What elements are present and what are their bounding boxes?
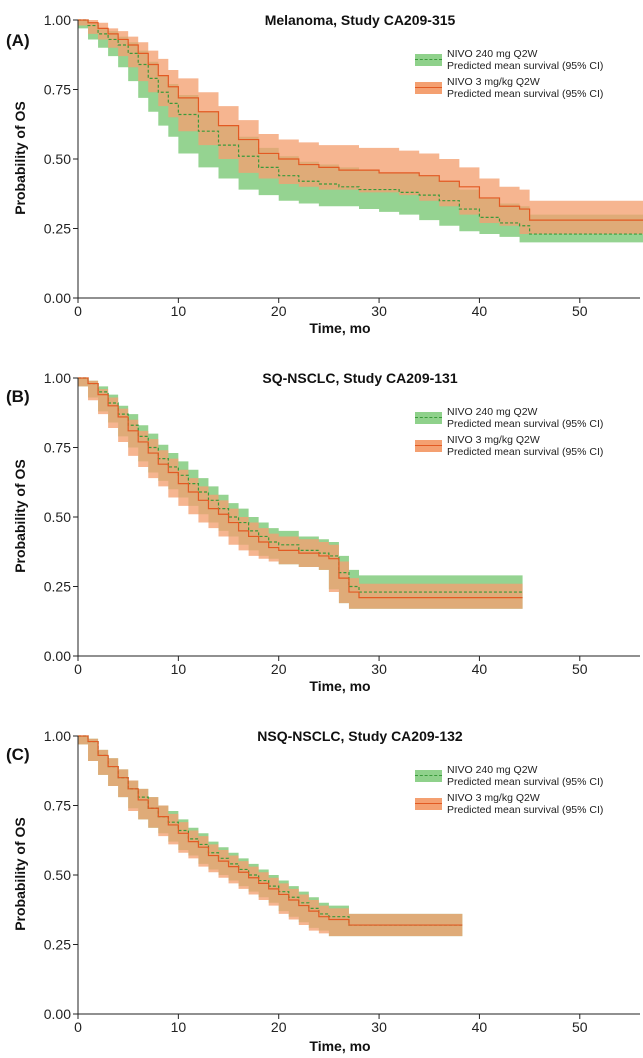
panel-c-x-tick-label: 50	[572, 1019, 588, 1035]
panel-c-x-tick-label: 20	[271, 1019, 287, 1035]
panel-a-survival-line-240mg	[78, 19, 643, 235]
panel-c-x-tick-label: 30	[371, 1019, 387, 1035]
panel-a-label: (A)	[6, 31, 30, 50]
panel-a-legend-ci-240mg: Predicted mean survival (95% CI)	[447, 60, 604, 72]
panel-b-legend-ci-3mgkg: Predicted mean survival (95% CI)	[447, 446, 604, 458]
panel-c-y-tick-label: 0.75	[44, 798, 71, 814]
panel-c-legend-name-3mgkg: NIVO 3 mg/kg Q2W	[447, 792, 540, 804]
panel-b-y-tick-label: 0.75	[44, 440, 71, 456]
panel-a-x-tick-label: 50	[572, 303, 588, 319]
panel-b-plot: 0 10 20 30 40 50 0.00 0.25 0.50 0.75 1.00	[44, 370, 640, 677]
panel-c: 0 10 20 30 40 50 0.00 0.25 0.50 0.75 1.00 (C) NSQ-…	[0, 716, 643, 1056]
panel-c-legend-entry-240mg: NIVO 240 mg Q2W Predicted mean survival …	[413, 764, 643, 788]
panel-b-title: SQ-NSCLC, Study CA209-131	[262, 370, 458, 386]
panel-a-plot: 0 10 20 30 40 50 0.00 0.25 0.50 0.75 1.00	[44, 12, 643, 319]
panel-c-x-axis-label: Time, mo	[309, 1038, 371, 1054]
panel-a-legend-entry-3mgkg: NIVO 3 mg/kg Q2W Predicted mean survival…	[413, 76, 643, 100]
panel-b-x-axis-label: Time, mo	[309, 678, 371, 694]
panel-c-legend-ci-240mg: Predicted mean survival (95% CI)	[447, 776, 604, 788]
panel-c-legend-entry-3mgkg: NIVO 3 mg/kg Q2W Predicted mean survival…	[413, 792, 643, 816]
panel-c-x-tick-label: 40	[472, 1019, 488, 1035]
panel-a-y-tick-label: 0.25	[44, 221, 71, 237]
panel-b-legend: NIVO 240 mg Q2W Predicted mean survival …	[413, 406, 643, 462]
panel-b-y-tick-label: 1.00	[44, 370, 71, 386]
panel-b-survival-line-240mg	[78, 377, 523, 593]
panel-a-x-tick-label: 40	[472, 303, 488, 319]
panel-c-ci-band-3mgkg	[78, 736, 463, 937]
panel-a-x-tick-label: 30	[371, 303, 387, 319]
panel-a-x-tick-label: 20	[271, 303, 287, 319]
panel-a-y-tick-label: 1.00	[44, 12, 71, 28]
panel-b-y-axis-label: Probability of OS	[12, 459, 28, 573]
panel-a-ci-band-3mgkg	[78, 20, 643, 235]
panel-b-y-tick-label: 0.00	[44, 648, 71, 664]
panel-b: 0 10 20 30 40 50 0.00 0.25 0.50 0.75 1.00 (B) SQ-N…	[0, 358, 643, 698]
panel-b-x-tick-label: 40	[472, 661, 488, 677]
panel-b-legend-entry-3mgkg: NIVO 3 mg/kg Q2W Predicted mean survival…	[413, 434, 643, 458]
panel-c-y-tick-label: 0.50	[44, 867, 71, 883]
panel-a-legend-name-3mgkg: NIVO 3 mg/kg Q2W	[447, 76, 540, 88]
panel-a-legend-entry-240mg: NIVO 240 mg Q2W Predicted mean survival …	[413, 48, 643, 72]
panel-a-legend-name-240mg: NIVO 240 mg Q2W	[447, 48, 538, 60]
panel-c-y-tick-label: 0.25	[44, 937, 71, 953]
panel-b-x-tick-label: 0	[74, 661, 82, 677]
panel-b-legend-entry-240mg: NIVO 240 mg Q2W Predicted mean survival …	[413, 406, 643, 430]
panel-b-legend-swatch-240mg	[415, 412, 442, 424]
panel-c-legend-ci-3mgkg: Predicted mean survival (95% CI)	[447, 804, 604, 816]
panel-c-legend-swatch-3mgkg	[415, 798, 442, 810]
panel-b-legend-swatch-3mgkg	[415, 440, 442, 452]
panel-b-x-tick-label: 30	[371, 661, 387, 677]
panel-a-x-axis-label: Time, mo	[309, 320, 371, 336]
panel-b-x-tick-label: 50	[572, 661, 588, 677]
panel-c-x-tick-label: 0	[74, 1019, 82, 1035]
panel-a-title: Melanoma, Study CA209-315	[264, 12, 456, 28]
panel-b-y-tick-label: 0.25	[44, 579, 71, 595]
panel-b-legend-name-3mgkg: NIVO 3 mg/kg Q2W	[447, 434, 540, 446]
panel-c-x-tick-label: 10	[171, 1019, 187, 1035]
panel-b-ci-band-3mgkg	[78, 378, 523, 609]
panel-c-survival-line-3mgkg	[78, 735, 463, 926]
panel-b-label: (B)	[6, 387, 30, 406]
panel-b-y-tick-label: 0.50	[44, 509, 71, 525]
panel-c-title: NSQ-NSCLC, Study CA209-132	[257, 728, 463, 744]
panel-c-y-axis-label: Probability of OS	[12, 817, 28, 931]
panel-c-plot: 0 10 20 30 40 50 0.00 0.25 0.50 0.75 1.00	[44, 728, 640, 1035]
panel-c-y-tick-label: 0.00	[44, 1006, 71, 1022]
panel-c-legend: NIVO 240 mg Q2W Predicted mean survival …	[413, 764, 643, 820]
panel-a-y-tick-label: 0.50	[44, 151, 71, 167]
panel-b-legend-ci-240mg: Predicted mean survival (95% CI)	[447, 418, 604, 430]
panel-b-x-tick-label: 20	[271, 661, 287, 677]
panel-a-legend: NIVO 240 mg Q2W Predicted mean survival …	[413, 48, 643, 104]
panel-c-ci-band-240mg	[78, 736, 463, 937]
panel-a-legend-ci-3mgkg: Predicted mean survival (95% CI)	[447, 88, 604, 100]
panel-b-legend-name-240mg: NIVO 240 mg Q2W	[447, 406, 538, 418]
panel-a-survival-line-3mgkg	[78, 19, 643, 221]
panel-b-survival-line-3mgkg	[78, 377, 523, 599]
panel-a-x-tick-label: 0	[74, 303, 82, 319]
panel-c-legend-swatch-240mg	[415, 770, 442, 782]
panel-a: 0 10 20 30 40 50 0.00 0.25 0.50 0.75 1.00 (A) Mela…	[0, 0, 643, 340]
panel-c-label: (C)	[6, 745, 30, 764]
panel-a-legend-swatch-240mg	[415, 54, 442, 66]
panel-a-y-axis-label: Probability of OS	[12, 101, 28, 215]
panel-a-x-tick-label: 10	[171, 303, 187, 319]
panel-c-legend-name-240mg: NIVO 240 mg Q2W	[447, 764, 538, 776]
panel-a-y-tick-label: 0.75	[44, 82, 71, 98]
panel-a-y-tick-label: 0.00	[44, 290, 71, 306]
panel-b-x-tick-label: 10	[171, 661, 187, 677]
panel-c-y-tick-label: 1.00	[44, 728, 71, 744]
panel-a-legend-swatch-3mgkg	[415, 82, 442, 94]
